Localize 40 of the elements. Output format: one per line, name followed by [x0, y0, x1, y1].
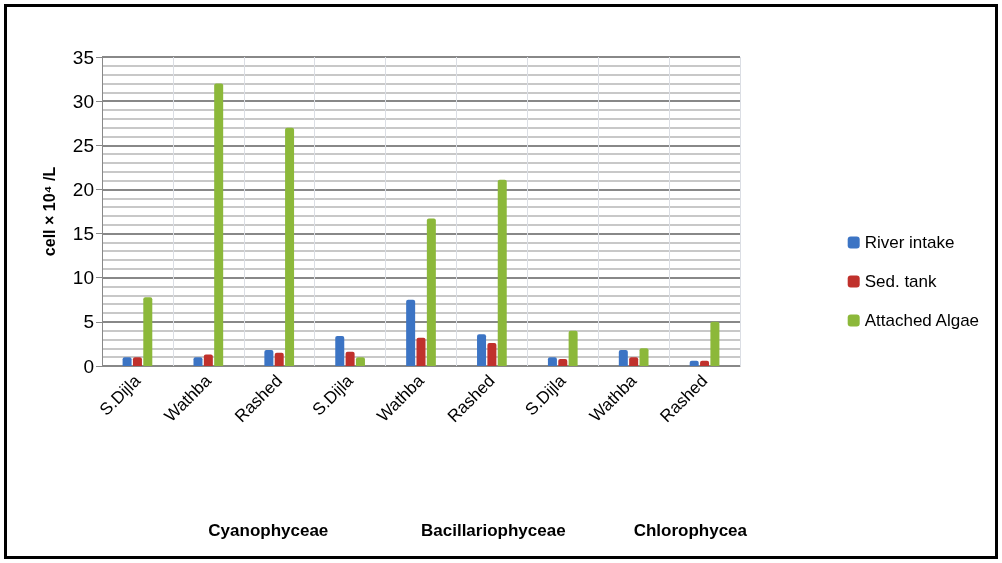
bar: [355, 357, 365, 366]
bar: [285, 127, 295, 366]
y-tick-label: 0: [83, 355, 94, 377]
y-axis-title: cell × 10⁴ /L: [40, 166, 58, 257]
bar: [558, 358, 568, 366]
legend-label: River intake: [864, 233, 955, 252]
bar: [618, 350, 628, 366]
bar: [122, 357, 132, 366]
bar: [406, 299, 416, 366]
bar: [487, 343, 497, 366]
bar: [274, 352, 284, 366]
bar: [132, 357, 142, 366]
bar: [214, 83, 224, 366]
y-tick-label: 10: [72, 267, 94, 289]
y-tick-label: 20: [72, 178, 94, 200]
bar: [497, 179, 507, 366]
bar: [203, 354, 213, 366]
legend-label: Sed. tank: [864, 272, 938, 291]
y-tick-label: 5: [83, 311, 94, 333]
legend-label: Attached Algae: [864, 311, 980, 330]
y-tick-label: 35: [72, 46, 94, 68]
bar: [568, 330, 578, 366]
bar: [345, 351, 355, 366]
bar: [335, 335, 345, 366]
bar: [416, 337, 426, 366]
bar: [629, 357, 639, 366]
text: Chlorophycea: [633, 521, 748, 540]
y-tick-label: 25: [72, 134, 94, 156]
bar: [193, 357, 203, 366]
bar: [710, 321, 720, 366]
y-tick-label: 15: [72, 223, 94, 245]
bar: [264, 350, 274, 366]
text: Bacillariophyceae: [421, 521, 566, 540]
bar: [639, 348, 649, 366]
text: Cyanophyceae: [208, 521, 329, 540]
bar: [426, 218, 436, 366]
bar: [477, 334, 487, 366]
bar: [143, 297, 153, 366]
bar: [547, 357, 557, 366]
y-tick-label: 30: [72, 90, 94, 112]
